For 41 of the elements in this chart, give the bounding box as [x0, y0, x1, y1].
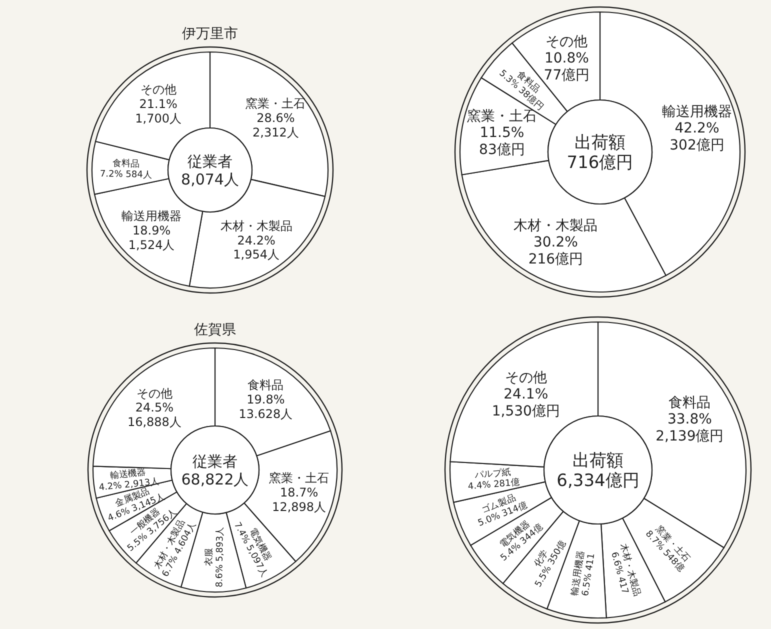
- data-label: 18.7% 12,898人: [272, 486, 326, 514]
- slice-label: 輸送用機器: [662, 104, 732, 120]
- text: 6,334億円: [556, 471, 640, 492]
- data-label: 19.8% 13.628人: [238, 392, 293, 421]
- data-label: 30.2% 216億円: [528, 234, 584, 268]
- text: 出荷額: [574, 132, 626, 153]
- slice-label: 窯業・土石: [466, 108, 537, 124]
- slice-label: 食料品: [112, 158, 140, 170]
- slice-label: その他: [546, 34, 588, 50]
- data-label: 33.8% 2,139億円: [656, 412, 724, 445]
- text: 716億円: [566, 153, 634, 174]
- slice-label: 輸送用機器: [122, 209, 182, 224]
- slice-label: 木材・木製品: [514, 218, 598, 234]
- text: 8,074人: [181, 170, 239, 188]
- chart-title: 伊万里市: [182, 26, 238, 42]
- data-label: 7.2% 584人: [100, 168, 152, 180]
- data-label: 24.2% 1,954人: [233, 233, 280, 262]
- slice-label: その他: [136, 386, 172, 400]
- data-label: 18.9% 1,524人: [128, 224, 175, 252]
- slice-label: 衣服: [204, 548, 215, 566]
- slice-label: 食料品: [668, 394, 711, 411]
- text: 従業者: [188, 152, 232, 170]
- data-label: 24.5% 16,888人: [127, 400, 182, 430]
- data-label: 24.1% 1,530億円: [492, 386, 560, 420]
- slice-label: 窯業・土石: [269, 471, 330, 486]
- data-label: 8.6% 5,893人: [214, 526, 226, 588]
- slice-label: その他: [140, 82, 176, 97]
- data-label: 42.2% 302億円: [670, 120, 724, 154]
- data-label: 4.4% 281億: [468, 477, 520, 492]
- text: 従業者: [192, 452, 238, 470]
- data-label: 21.1% 1,700人: [135, 96, 182, 126]
- slice-label: 窯業・土石: [246, 96, 306, 110]
- data-label: 11.5% 83億円: [479, 125, 525, 158]
- slice-label: 食料品: [248, 378, 284, 392]
- text: 出荷額: [572, 450, 624, 471]
- slice-label: その他: [504, 370, 547, 386]
- text: 68,822人: [181, 470, 249, 488]
- data-label: 28.6% 2,312人: [252, 110, 299, 140]
- chart-title: 佐賀県: [194, 322, 236, 338]
- data-label: 10.8% 77億円: [544, 50, 590, 84]
- slice-label: 木材・木製品: [220, 218, 292, 233]
